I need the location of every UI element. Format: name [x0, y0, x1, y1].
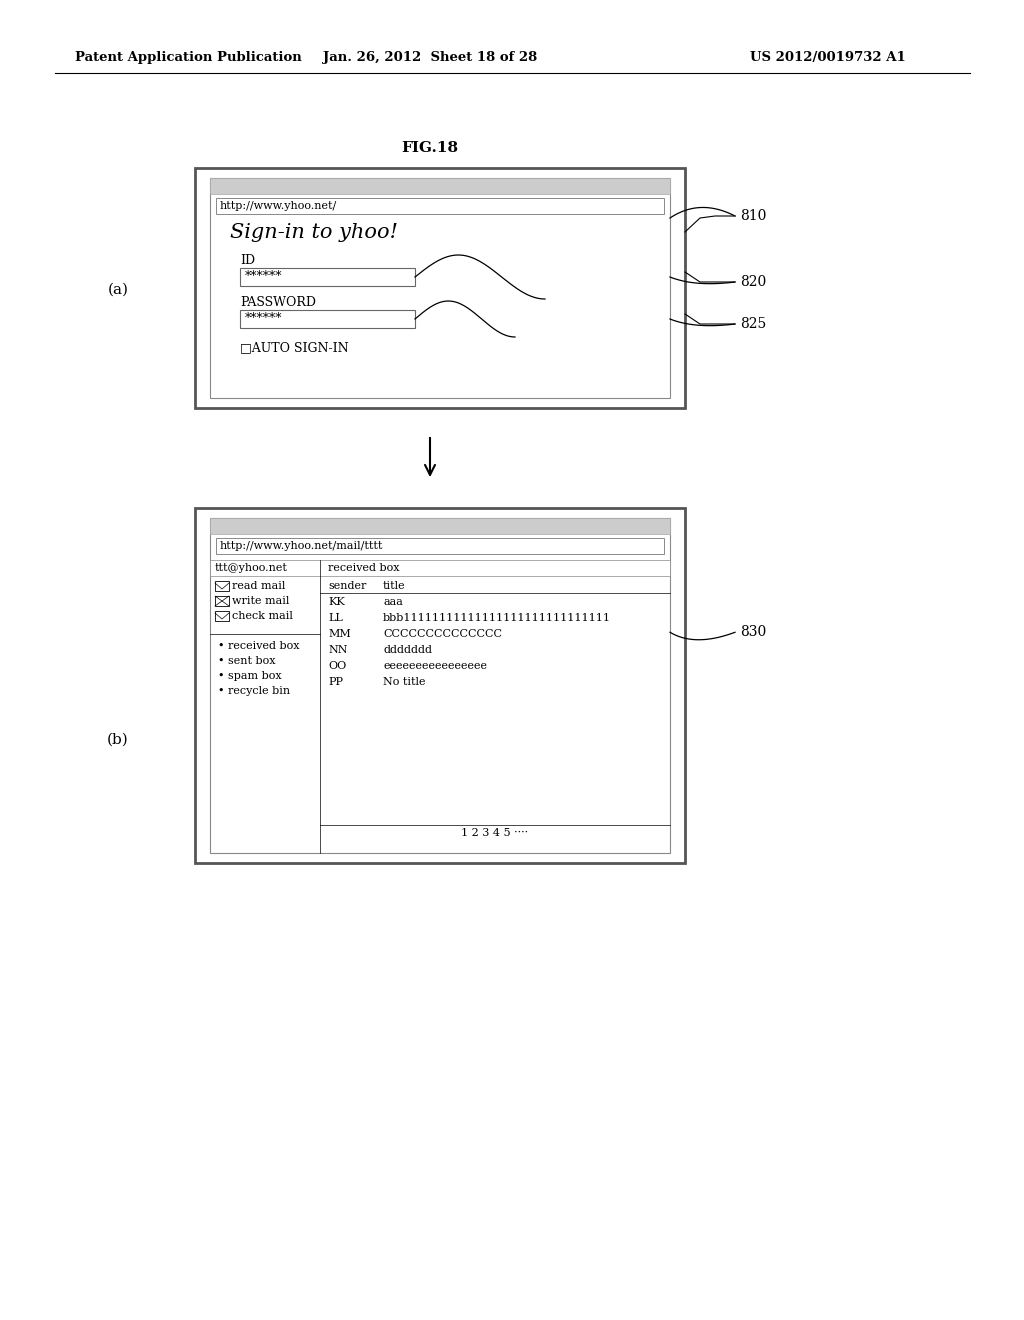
- Text: MM: MM: [328, 630, 351, 639]
- Bar: [210, 517, 670, 853]
- Text: title: title: [383, 581, 406, 591]
- Bar: [195, 168, 685, 408]
- Text: 820: 820: [740, 275, 766, 289]
- Text: ddddddd: ddddddd: [383, 645, 432, 655]
- Bar: [210, 178, 670, 194]
- Text: 825: 825: [740, 317, 766, 331]
- Bar: [216, 198, 664, 214]
- Text: CCCCCCCCCCCCCC: CCCCCCCCCCCCCC: [383, 630, 502, 639]
- Bar: [210, 178, 670, 399]
- Text: Patent Application Publication: Patent Application Publication: [75, 51, 302, 65]
- Text: (a): (a): [108, 282, 128, 297]
- Bar: [215, 581, 229, 591]
- Bar: [240, 268, 415, 286]
- Text: □AUTO SIGN-IN: □AUTO SIGN-IN: [240, 342, 348, 355]
- Bar: [240, 310, 415, 327]
- Text: 830: 830: [740, 626, 766, 639]
- Text: LL: LL: [328, 612, 343, 623]
- Text: US 2012/0019732 A1: US 2012/0019732 A1: [750, 51, 906, 65]
- Text: Jan. 26, 2012  Sheet 18 of 28: Jan. 26, 2012 Sheet 18 of 28: [323, 51, 538, 65]
- Bar: [215, 597, 229, 606]
- Text: Sign-in to yhoo!: Sign-in to yhoo!: [230, 223, 398, 242]
- Text: FIG.18: FIG.18: [401, 141, 459, 154]
- Text: check mail: check mail: [232, 611, 293, 620]
- Text: No title: No title: [383, 677, 426, 686]
- Text: PASSWORD: PASSWORD: [240, 296, 316, 309]
- Text: ******: ******: [245, 313, 283, 326]
- Text: KK: KK: [328, 597, 345, 607]
- Bar: [215, 611, 229, 620]
- Text: bbb11111111111111111111111111111: bbb11111111111111111111111111111: [383, 612, 611, 623]
- Text: • received box: • received box: [218, 642, 299, 651]
- Text: write mail: write mail: [232, 597, 290, 606]
- Text: 810: 810: [740, 209, 766, 223]
- Text: (b): (b): [108, 733, 129, 747]
- Text: NN: NN: [328, 645, 347, 655]
- Text: • spam box: • spam box: [218, 671, 282, 681]
- Text: sender: sender: [328, 581, 367, 591]
- Text: • sent box: • sent box: [218, 656, 275, 667]
- Text: PP: PP: [328, 677, 343, 686]
- Text: eeeeeeeeeeeeeeee: eeeeeeeeeeeeeeee: [383, 661, 487, 671]
- Text: ID: ID: [240, 253, 255, 267]
- Text: http://www.yhoo.net/: http://www.yhoo.net/: [220, 201, 337, 211]
- Text: • recycle bin: • recycle bin: [218, 686, 290, 696]
- Text: received box: received box: [328, 564, 399, 573]
- Text: read mail: read mail: [232, 581, 286, 591]
- Bar: [210, 560, 670, 576]
- Text: OO: OO: [328, 661, 346, 671]
- Text: http://www.yhoo.net/mail/tttt: http://www.yhoo.net/mail/tttt: [220, 541, 383, 550]
- Text: ******: ******: [245, 271, 283, 284]
- Bar: [210, 517, 670, 535]
- Text: 1 2 3 4 5 ····: 1 2 3 4 5 ····: [462, 828, 528, 838]
- Text: ttt@yhoo.net: ttt@yhoo.net: [215, 564, 288, 573]
- Bar: [216, 539, 664, 554]
- Bar: [195, 508, 685, 863]
- Text: aaa: aaa: [383, 597, 402, 607]
